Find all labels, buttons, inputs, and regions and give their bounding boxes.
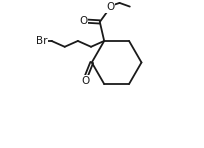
Text: O: O <box>80 16 88 26</box>
Text: O: O <box>106 2 114 12</box>
Text: Br: Br <box>36 36 48 46</box>
Text: O: O <box>82 76 90 86</box>
